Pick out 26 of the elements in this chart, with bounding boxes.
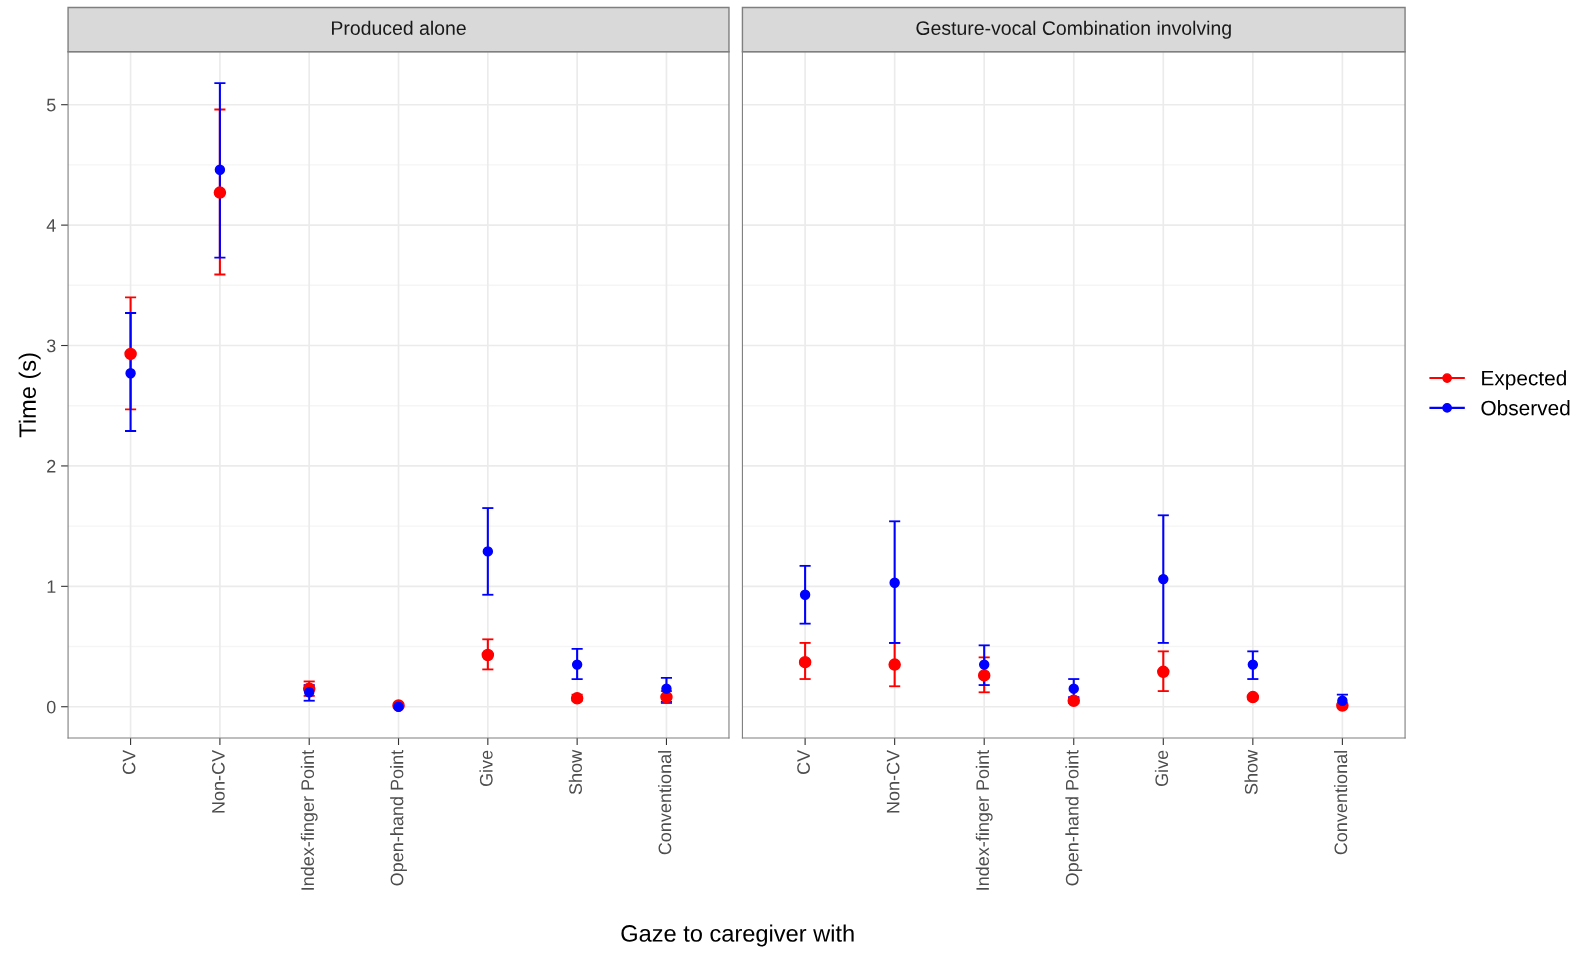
x-tick-label: Index-finger Point bbox=[300, 749, 318, 890]
x-tick-label: CV bbox=[122, 749, 136, 775]
x-tick-label: Conventional bbox=[1333, 751, 1348, 855]
x-tick-label: Show bbox=[568, 749, 582, 795]
y-tick-label: 2 bbox=[47, 459, 56, 473]
y-tick-label: 3 bbox=[46, 339, 56, 353]
x-tick-label: Index-finger Point bbox=[975, 749, 993, 890]
x-tick-label: Non-CV bbox=[886, 749, 900, 813]
chart-title: Gesture-vocal Combination involving bbox=[916, 20, 1231, 39]
x-tick-label: Show bbox=[1244, 749, 1258, 795]
y-tick-label: 5 bbox=[46, 98, 56, 112]
y-tick-label: 0 bbox=[46, 700, 56, 714]
x-tick-label: Give bbox=[479, 750, 493, 787]
x-tick-label: CV bbox=[797, 749, 810, 775]
x-tick-label: Open-hand Point bbox=[390, 749, 407, 886]
legend-label: Observed bbox=[1481, 400, 1570, 416]
y-axis-title: Time (s) bbox=[18, 353, 41, 438]
x-tick-label: Non-CV bbox=[211, 749, 225, 813]
x-axis-title: Gaze to caregiver with bbox=[621, 924, 854, 947]
x-tick-label: Open-hand Point bbox=[1065, 749, 1083, 886]
x-tick-label: Give bbox=[1154, 750, 1169, 787]
legend-label: Expected bbox=[1482, 370, 1566, 390]
x-tick-label: Conventional bbox=[658, 751, 672, 855]
y-tick-label: 4 bbox=[46, 219, 56, 232]
y-tick-label: 1 bbox=[47, 580, 56, 593]
chart-title: Produced alone bbox=[332, 20, 466, 35]
